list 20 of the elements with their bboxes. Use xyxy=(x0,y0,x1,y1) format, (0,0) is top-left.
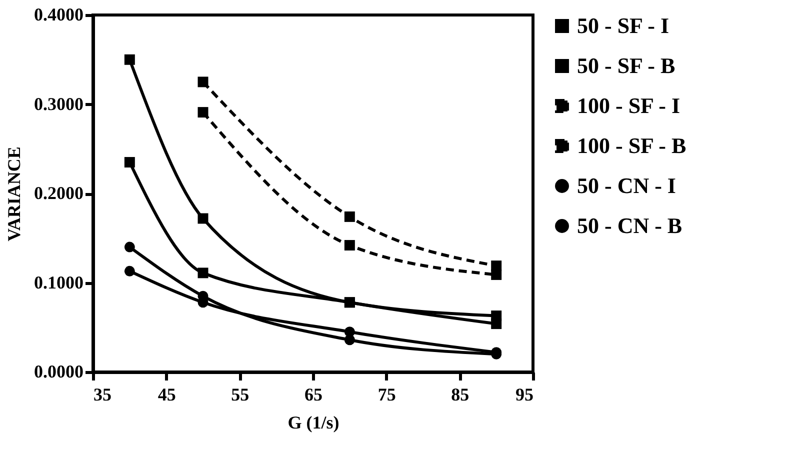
y-tick-label: 0.4000 xyxy=(34,4,84,24)
x-tick-label: 85 xyxy=(451,384,470,404)
x-tick-label: 65 xyxy=(304,384,322,404)
legend-label: 100 - SF - I xyxy=(577,93,680,118)
legend-label: 50 - SF - I xyxy=(577,13,670,38)
legend-label: 50 - SF - B xyxy=(577,53,676,78)
y-tick-label: 0.0000 xyxy=(34,362,84,382)
x-tick-label: 35 xyxy=(94,384,112,404)
x-axis-title: G (1/s) xyxy=(288,412,340,432)
legend-label: 50 - CN - I xyxy=(577,173,676,198)
legend-label: 100 - SF - B xyxy=(577,133,687,158)
y-axis-title: VARIANCE xyxy=(4,146,24,242)
y-tick-label: 0.3000 xyxy=(34,94,84,114)
x-tick-label: 95 xyxy=(516,384,534,404)
x-tick-label: 55 xyxy=(231,384,250,404)
y-tick-label: 0.2000 xyxy=(34,183,84,203)
legend-label: 50 - CN - B xyxy=(577,213,682,238)
y-tick-label: 0.1000 xyxy=(34,272,84,292)
x-tick-label: 75 xyxy=(378,384,396,404)
x-tick-label: 45 xyxy=(158,384,176,404)
